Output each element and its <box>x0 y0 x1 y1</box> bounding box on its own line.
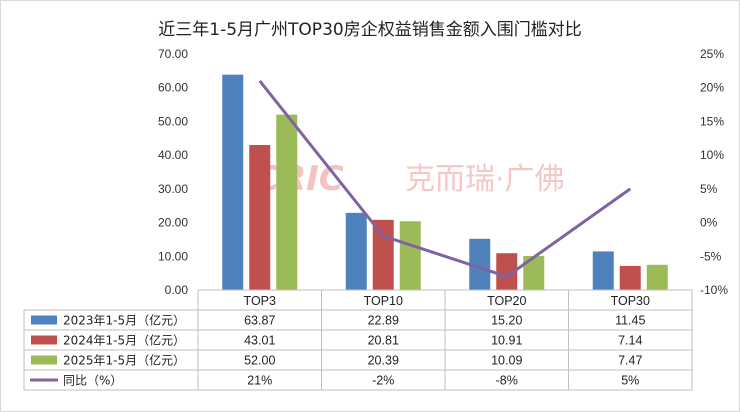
data-label: 20.39 <box>368 354 399 368</box>
left-tick-label: 60.00 <box>158 81 188 95</box>
left-axis: 0.00 10.00 20.00 30.00 40.00 50.00 60.00 70.00 <box>158 47 188 297</box>
left-tick-label: 40.00 <box>158 148 188 162</box>
legend-swatch <box>31 315 57 325</box>
bar-layer <box>222 74 668 290</box>
series-label: 2024年1-5月（亿元） <box>63 333 185 348</box>
right-tick-label: -5% <box>700 249 722 263</box>
bar <box>469 238 491 290</box>
data-label: 21% <box>247 374 272 388</box>
bar <box>399 221 421 290</box>
left-tick-label: 10.00 <box>158 249 188 263</box>
series-label: 2025年1-5月（亿元） <box>63 353 185 368</box>
chart-title: 近三年1-5月广州TOP30房企权益销售金额入围门槛对比 <box>158 20 581 40</box>
legend-swatch <box>31 355 57 365</box>
bar <box>372 219 394 290</box>
left-tick-label: 0.00 <box>165 283 189 297</box>
data-label: 15.20 <box>491 314 522 328</box>
right-tick-label: 20% <box>700 81 724 95</box>
data-label: 10.91 <box>491 334 522 348</box>
left-tick-label: 30.00 <box>158 182 188 196</box>
right-tick-label: 10% <box>700 148 724 162</box>
right-tick-label: 25% <box>700 47 724 61</box>
data-label: -2% <box>372 374 394 388</box>
category-label: TOP10 <box>364 294 403 308</box>
line-series-layer <box>258 80 632 279</box>
data-label: 63.87 <box>244 314 275 328</box>
series-label: 同比（%） <box>63 374 122 388</box>
series-label: 2023年1-5月（亿元） <box>63 313 185 328</box>
bar <box>249 144 271 290</box>
yoy-line <box>258 80 632 279</box>
data-label: 20.81 <box>368 334 399 348</box>
right-tick-label: -10% <box>700 283 728 297</box>
data-label: 7.14 <box>618 334 642 348</box>
left-tick-label: 50.00 <box>158 114 188 128</box>
right-tick-label: 15% <box>700 114 724 128</box>
data-label: 7.47 <box>618 354 642 368</box>
category-label: TOP3 <box>244 294 276 308</box>
bar <box>619 265 641 290</box>
right-tick-label: 0% <box>700 216 718 230</box>
data-label: 10.09 <box>491 354 522 368</box>
watermark-text: 克而瑞·广佛 <box>405 162 565 197</box>
watermark: CRIC 克而瑞·广佛 <box>255 159 565 199</box>
right-axis: -10% -5% 0% 5% 10% 15% 20% 25% <box>700 47 728 297</box>
right-tick-label: 5% <box>700 182 718 196</box>
bar <box>276 114 298 290</box>
data-table: TOP3 TOP10 TOP20 TOP30 2023年1-5月（亿元） 63.87 22.… <box>23 290 693 391</box>
data-label: 5% <box>621 374 639 388</box>
data-label: 22.89 <box>368 314 399 328</box>
bar <box>592 251 614 290</box>
bar <box>222 74 244 290</box>
data-label: 43.01 <box>244 334 275 348</box>
bar <box>646 264 668 290</box>
category-label: TOP30 <box>611 294 650 308</box>
data-label: 52.00 <box>244 354 275 368</box>
data-label: -8% <box>496 374 518 388</box>
data-label: 11.45 <box>615 314 645 328</box>
left-tick-label: 20.00 <box>158 216 188 230</box>
category-label: TOP20 <box>487 294 526 308</box>
bar <box>523 255 545 290</box>
legend-swatch <box>31 335 57 345</box>
bar <box>345 212 367 290</box>
bar <box>496 253 518 290</box>
left-tick-label: 70.00 <box>158 47 188 61</box>
